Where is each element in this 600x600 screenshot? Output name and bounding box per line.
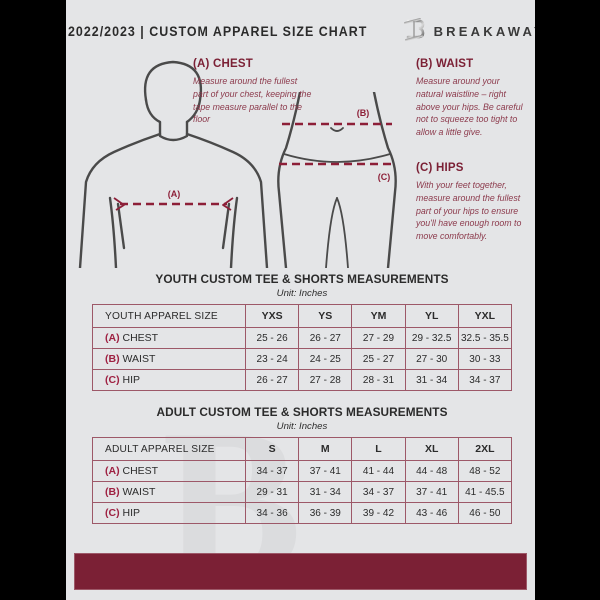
row-tag: (B): [105, 486, 120, 498]
table-header-row: YOUTH APPAREL SIZE YXS YS YM YL YXL: [92, 304, 513, 328]
callout-waist-heading: (B) WAIST: [416, 58, 474, 70]
torso-figure-diagram: (A): [78, 60, 269, 268]
adult-col-2: L: [351, 437, 406, 461]
row-tag: (B): [105, 353, 120, 365]
row-label: CHEST: [122, 465, 159, 477]
table-row: (C) HIP 26 - 27 27 - 28 28 - 31 31 - 34 …: [92, 369, 513, 391]
youth-cell-0-2: 27 - 29: [351, 327, 406, 349]
callout-hips: (C) HIPS With your feet together, measur…: [416, 162, 528, 243]
breakaway-b-logo-icon: [403, 18, 424, 41]
table-row: (C) HIP 34 - 36 36 - 39 39 - 42 43 - 46 …: [92, 502, 513, 524]
adult-cell-1-3: 37 - 41: [404, 481, 459, 503]
adult-cell-1-4: 41 - 45.5: [457, 481, 513, 503]
adult-cell-0-0: 34 - 37: [244, 460, 300, 482]
table-row: (B) WAIST 23 - 24 24 - 25 25 - 27 27 - 3…: [92, 348, 513, 370]
youth-cell-1-0: 23 - 24: [244, 348, 300, 370]
waist-marker-label: (B): [357, 108, 370, 118]
page-header: 2022/2023 | CUSTOM APPAREL SIZE CHART BR…: [66, 18, 535, 44]
hips-figure-diagram: (B) (C): [277, 92, 397, 268]
youth-table-title: YOUTH CUSTOM TEE & SHORTS MEASUREMENTS: [155, 272, 449, 286]
adult-cell-0-3: 44 - 48: [404, 460, 459, 482]
adult-cell-0-1: 37 - 41: [298, 460, 353, 482]
row-label: CHEST: [122, 332, 159, 344]
adult-col-1: M: [298, 437, 353, 461]
callout-waist-body: Measure around your natural waistline – …: [416, 76, 523, 137]
youth-col-1: YS: [298, 304, 353, 328]
youth-col-3: YL: [404, 304, 459, 328]
adult-size-table: ADULT APPAREL SIZE S M L XL 2XL (A) CHES…: [92, 437, 513, 524]
row-tag: (A): [105, 465, 120, 477]
youth-cell-0-1: 26 - 27: [298, 327, 353, 349]
adult-cell-2-2: 39 - 42: [351, 502, 406, 524]
callout-waist: (B) WAIST Measure around your natural wa…: [416, 58, 528, 139]
youth-row-2-label: (C) HIP: [92, 369, 246, 391]
youth-measurements-section: YOUTH CUSTOM TEE & SHORTS MEASUREMENTS U…: [92, 272, 513, 391]
chest-measure-line: [113, 197, 234, 211]
callout-hips-body: With your feet together, measure around …: [416, 180, 522, 241]
adult-table-title: ADULT CUSTOM TEE & SHORTS MEASUREMENTS: [156, 405, 448, 419]
youth-table-unit: Unit: Inches: [276, 288, 328, 299]
row-tag: (A): [105, 332, 120, 344]
table-header-row: ADULT APPAREL SIZE S M L XL 2XL: [92, 437, 513, 461]
row-label: WAIST: [122, 486, 156, 498]
row-tag: (C): [105, 507, 120, 519]
callout-chest-body: Measure around the fullest part of your …: [193, 76, 312, 125]
adult-cell-1-2: 34 - 37: [351, 481, 406, 503]
callout-hips-heading: (C) HIPS: [416, 162, 464, 174]
adult-col-4: 2XL: [457, 437, 513, 461]
youth-col-2: YM: [351, 304, 406, 328]
youth-cell-0-4: 32.5 - 35.5: [457, 327, 513, 349]
callout-chest: (A) CHEST Measure around the fullest par…: [193, 58, 313, 126]
adult-col-3: XL: [404, 437, 459, 461]
youth-col-0: YXS: [244, 304, 300, 328]
adult-row-header-label: ADULT APPAREL SIZE: [92, 437, 246, 461]
adult-cell-1-1: 31 - 34: [298, 481, 353, 503]
size-chart-page: B 2022/2023 | CUSTOM APPAREL SIZE CHART: [66, 0, 535, 600]
adult-row-2-label: (C) HIP: [92, 502, 246, 524]
adult-cell-0-4: 48 - 52: [457, 460, 513, 482]
brand-logo: BREAKAWAY: [403, 18, 535, 44]
row-label: HIP: [122, 374, 141, 386]
table-row: (B) WAIST 29 - 31 31 - 34 34 - 37 37 - 4…: [92, 481, 513, 503]
youth-cell-2-2: 28 - 31: [351, 369, 406, 391]
youth-cell-1-3: 27 - 30: [404, 348, 459, 370]
adult-measurements-section: ADULT CUSTOM TEE & SHORTS MEASUREMENTS U…: [92, 405, 513, 524]
chest-marker-label: (A): [168, 189, 181, 199]
youth-cell-0-0: 25 - 26: [244, 327, 300, 349]
youth-cell-2-3: 31 - 34: [404, 369, 459, 391]
youth-col-4: YXL: [457, 304, 513, 328]
adult-cell-0-2: 41 - 44: [351, 460, 406, 482]
adult-cell-2-1: 36 - 39: [298, 502, 353, 524]
adult-row-1-label: (B) WAIST: [92, 481, 246, 503]
youth-size-table: YOUTH APPAREL SIZE YXS YS YM YL YXL (A) …: [92, 304, 513, 391]
youth-cell-1-1: 24 - 25: [298, 348, 353, 370]
adult-table-unit: Unit: Inches: [276, 421, 328, 432]
table-row: (A) CHEST 34 - 37 37 - 41 41 - 44 44 - 4…: [92, 460, 513, 482]
brand-name: BREAKAWAY: [433, 23, 535, 39]
page-title: 2022/2023 | CUSTOM APPAREL SIZE CHART: [68, 23, 368, 39]
hips-marker-label: (C): [378, 172, 391, 182]
adult-cell-2-4: 46 - 50: [457, 502, 513, 524]
row-tag: (C): [105, 374, 120, 386]
youth-cell-2-0: 26 - 27: [244, 369, 300, 391]
adult-cell-2-3: 43 - 46: [404, 502, 459, 524]
youth-cell-1-4: 30 - 33: [457, 348, 513, 370]
adult-row-0-label: (A) CHEST: [92, 460, 246, 482]
youth-cell-2-1: 27 - 28: [298, 369, 353, 391]
youth-row-header-label: YOUTH APPAREL SIZE: [92, 304, 246, 328]
youth-row-1-label: (B) WAIST: [92, 348, 246, 370]
adult-col-0: S: [244, 437, 300, 461]
youth-cell-1-2: 25 - 27: [351, 348, 406, 370]
row-label: WAIST: [122, 353, 156, 365]
youth-row-0-label: (A) CHEST: [92, 327, 246, 349]
adult-cell-1-0: 29 - 31: [244, 481, 300, 503]
youth-cell-0-3: 29 - 32.5: [404, 327, 459, 349]
table-row: (A) CHEST 25 - 26 26 - 27 27 - 29 29 - 3…: [92, 327, 513, 349]
row-label: HIP: [122, 507, 141, 519]
adult-cell-2-0: 34 - 36: [244, 502, 300, 524]
measurement-diagram-area: (A) (B): [66, 52, 535, 268]
footer-band: [74, 553, 527, 590]
youth-cell-2-4: 34 - 37: [457, 369, 513, 391]
callout-chest-heading: (A) CHEST: [193, 58, 253, 70]
